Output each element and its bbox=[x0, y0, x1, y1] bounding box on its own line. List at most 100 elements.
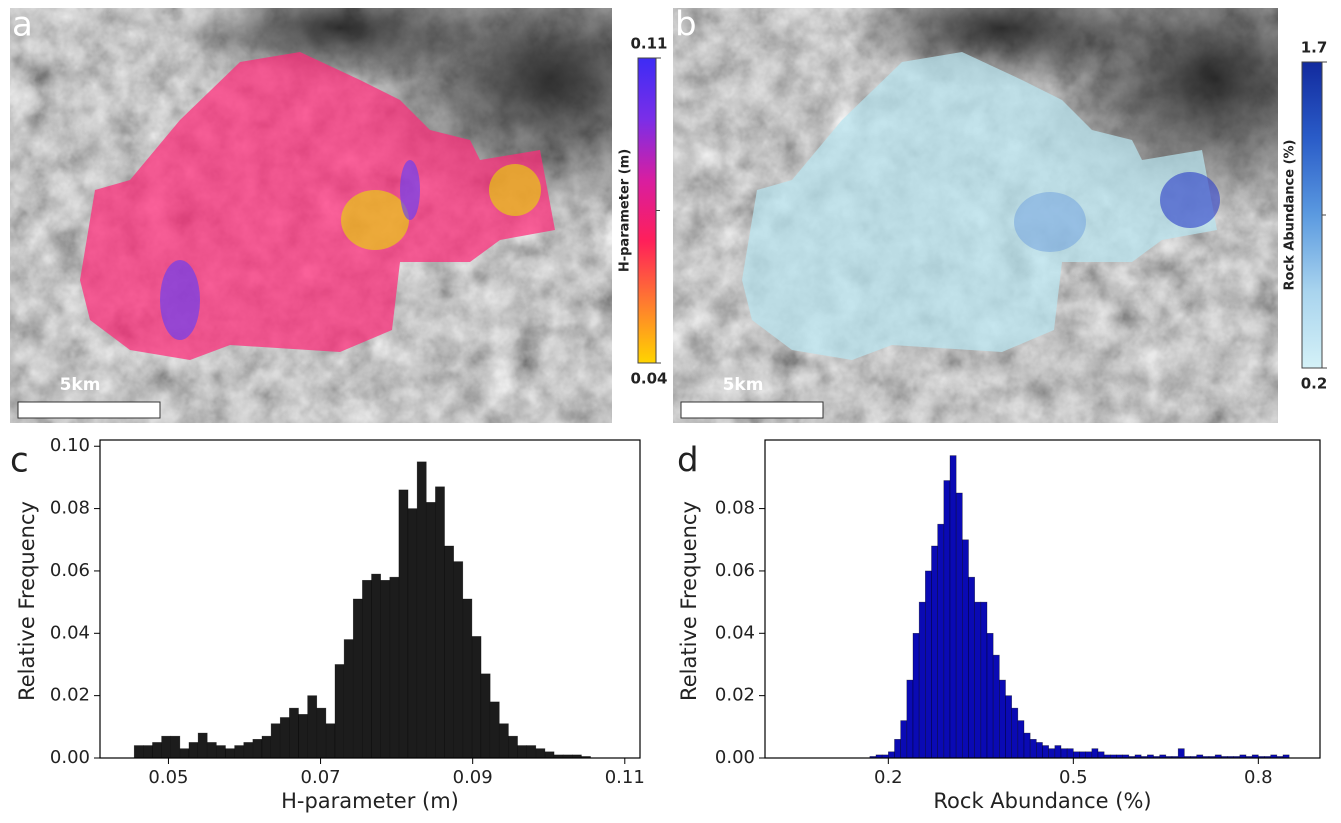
histogram-bar bbox=[907, 680, 913, 758]
histogram-bar bbox=[344, 640, 353, 758]
histogram-bar bbox=[1080, 752, 1086, 758]
histogram-bar bbox=[962, 540, 968, 758]
histogram-bar bbox=[944, 481, 950, 758]
histogram-bar bbox=[225, 749, 234, 758]
histogram-bar bbox=[913, 633, 919, 758]
y-axis-label: Relative Frequency bbox=[677, 501, 701, 701]
y-tick-label: 0.08 bbox=[715, 498, 755, 519]
x-axis-label: Rock Abundance (%) bbox=[933, 789, 1151, 813]
plot-area bbox=[765, 440, 1320, 758]
histogram-bar bbox=[1036, 742, 1042, 758]
histogram-bar bbox=[1055, 746, 1061, 758]
histogram-bar bbox=[372, 574, 381, 758]
histogram-bar bbox=[216, 746, 225, 758]
histogram-bar bbox=[518, 746, 527, 758]
histogram-bar bbox=[1006, 696, 1012, 758]
x-tick-label: 0.5 bbox=[1059, 767, 1088, 788]
histogram-bar bbox=[969, 577, 975, 758]
histogram-bar bbox=[1178, 749, 1184, 758]
histogram-bar bbox=[162, 736, 171, 758]
scale-bar-label: 5km bbox=[723, 375, 764, 395]
histogram-bar bbox=[925, 571, 931, 758]
histogram-bar bbox=[888, 752, 894, 758]
histogram-bar bbox=[253, 739, 262, 758]
map-image bbox=[673, 0, 1341, 423]
histogram-bar bbox=[235, 746, 244, 758]
histogram-bar bbox=[932, 546, 938, 758]
histogram-bar bbox=[527, 746, 536, 758]
y-tick-label: 0.04 bbox=[50, 622, 90, 643]
histogram-bar bbox=[399, 490, 408, 758]
panel-letter: d bbox=[677, 441, 699, 481]
histogram-bar bbox=[1018, 721, 1024, 758]
histogram-bar bbox=[1030, 739, 1036, 758]
histogram-bar bbox=[499, 724, 508, 758]
histogram-bar bbox=[335, 664, 344, 758]
histogram-bar bbox=[180, 749, 189, 758]
histogram-bar bbox=[950, 456, 956, 758]
histogram-bar bbox=[1024, 733, 1030, 758]
histogram-bar bbox=[326, 724, 335, 758]
colorbar-label: Rock Abundance (%) bbox=[1283, 140, 1298, 291]
y-tick-label: 0.02 bbox=[50, 685, 90, 706]
histogram-bar bbox=[975, 602, 981, 758]
histogram-bar bbox=[1073, 752, 1079, 758]
histogram-bar bbox=[1092, 749, 1098, 758]
histogram-bar bbox=[143, 746, 152, 758]
histogram-bar bbox=[289, 708, 298, 758]
histogram-bar bbox=[390, 577, 399, 758]
x-axis-label: H-parameter (m) bbox=[281, 789, 459, 813]
histogram-bar bbox=[1098, 752, 1104, 758]
histogram-bar bbox=[956, 493, 962, 758]
histogram-bar bbox=[353, 599, 362, 758]
x-tick-label: 0.07 bbox=[301, 767, 341, 788]
overlay-patch bbox=[400, 160, 420, 220]
colorbar-tick-label: 0.11 bbox=[630, 35, 667, 53]
histogram-bar bbox=[490, 702, 499, 758]
histogram-bar bbox=[362, 580, 371, 758]
histogram-bar bbox=[244, 742, 253, 758]
panel-letter: c bbox=[10, 441, 29, 481]
histogram-bar bbox=[171, 736, 180, 758]
histogram-bar bbox=[262, 736, 271, 758]
x-tick-label: 0.11 bbox=[605, 767, 645, 788]
scale-bar bbox=[18, 402, 160, 418]
y-tick-label: 0.06 bbox=[50, 560, 90, 581]
scale-bar bbox=[681, 402, 823, 418]
overlay-patch bbox=[160, 260, 200, 340]
histogram-bar bbox=[987, 633, 993, 758]
histogram-bar bbox=[536, 749, 545, 758]
colorbar-tick-label: 0.04 bbox=[630, 370, 667, 388]
histogram-bar bbox=[417, 462, 426, 758]
y-tick-label: 0.04 bbox=[715, 622, 755, 643]
histogram-bar bbox=[1086, 752, 1092, 758]
histogram-bar bbox=[454, 562, 463, 758]
y-tick-label: 0.08 bbox=[50, 498, 90, 519]
histogram-bar bbox=[1012, 708, 1018, 758]
histogram-bar bbox=[271, 724, 280, 758]
colorbar bbox=[638, 58, 656, 363]
histogram-bar bbox=[207, 742, 216, 758]
histogram-bar bbox=[408, 509, 417, 758]
y-axis-label: Relative Frequency bbox=[15, 501, 39, 701]
histogram-bar bbox=[938, 524, 944, 758]
histogram-bar bbox=[445, 546, 454, 758]
histogram-bar bbox=[189, 742, 198, 758]
histogram-bar bbox=[981, 602, 987, 758]
histogram-bar bbox=[463, 599, 472, 758]
histogram-bar bbox=[308, 696, 317, 758]
histogram-bar bbox=[299, 714, 308, 758]
x-tick-label: 0.09 bbox=[453, 767, 493, 788]
panel-letter: b bbox=[675, 5, 697, 45]
histogram-bar bbox=[993, 655, 999, 758]
y-tick-label: 0.06 bbox=[715, 560, 755, 581]
y-tick-label: 0.00 bbox=[715, 747, 755, 768]
histogram-bar bbox=[919, 602, 925, 758]
colorbar bbox=[1302, 62, 1322, 368]
histogram-bar bbox=[381, 580, 390, 758]
histogram-bar bbox=[435, 487, 444, 758]
histogram-bar bbox=[1049, 749, 1055, 758]
x-tick-label: 0.05 bbox=[148, 767, 188, 788]
colorbar-tick-label: 0.2 bbox=[1301, 375, 1328, 393]
histogram-bar bbox=[508, 736, 517, 758]
